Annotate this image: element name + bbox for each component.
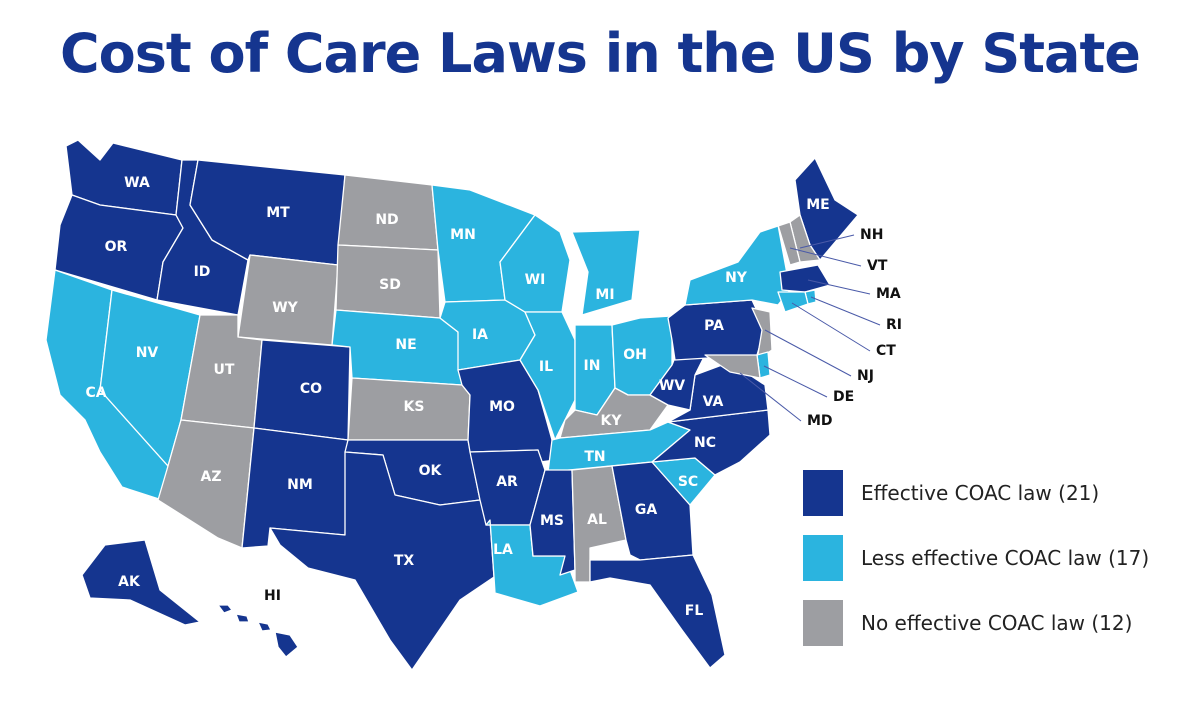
legend-item-none: No effective COAC law (12) bbox=[803, 600, 1149, 646]
state-label-mo: MO bbox=[489, 399, 515, 415]
state-label-mi: MI bbox=[595, 287, 614, 303]
state-label-id: ID bbox=[194, 264, 211, 280]
leader-line-nh bbox=[799, 234, 855, 249]
state-label-vt: VT bbox=[867, 258, 888, 274]
state-label-wa: WA bbox=[124, 175, 150, 191]
state-tx bbox=[269, 451, 495, 671]
state-label-nd: ND bbox=[375, 212, 398, 228]
leader-line-ri bbox=[810, 296, 881, 326]
state-label-oh: OH bbox=[623, 347, 647, 363]
state-label-me: ME bbox=[806, 197, 830, 213]
state-wv bbox=[649, 344, 706, 411]
legend-item-effective: Effective COAC law (21) bbox=[803, 470, 1149, 516]
state-label-nm: NM bbox=[287, 477, 313, 493]
leader-line-ct bbox=[791, 302, 871, 352]
state-il bbox=[519, 311, 576, 441]
state-hi bbox=[217, 604, 299, 658]
state-label-co: CO bbox=[300, 381, 322, 397]
state-label-sc: SC bbox=[678, 474, 698, 490]
legend-swatch-effective bbox=[803, 470, 843, 516]
state-label-ms: MS bbox=[540, 513, 564, 529]
state-label-ga: GA bbox=[635, 502, 657, 518]
state-label-de: DE bbox=[833, 389, 854, 405]
state-label-ca: CA bbox=[85, 385, 106, 401]
state-ak bbox=[81, 539, 201, 626]
state-label-in: IN bbox=[584, 358, 601, 374]
state-label-sd: SD bbox=[379, 277, 401, 293]
state-label-wi: WI bbox=[525, 272, 546, 288]
state-label-mn: MN bbox=[450, 227, 476, 243]
state-label-ny: NY bbox=[725, 270, 748, 286]
state-label-ri: RI bbox=[886, 317, 902, 333]
state-label-ak: AK bbox=[118, 574, 141, 590]
state-label-az: AZ bbox=[201, 469, 222, 485]
leader-line-vt bbox=[789, 247, 862, 267]
legend-swatch-less-effective bbox=[803, 535, 843, 581]
state-label-ma: MA bbox=[876, 286, 901, 302]
leader-line-ma bbox=[807, 279, 871, 295]
state-label-wv: WV bbox=[659, 378, 685, 394]
state-ct bbox=[777, 291, 809, 313]
leader-line-md bbox=[739, 372, 802, 422]
state-fl bbox=[589, 554, 726, 669]
state-nc bbox=[651, 409, 771, 476]
leader-line-nj bbox=[764, 329, 852, 377]
state-ny bbox=[684, 224, 791, 306]
state-label-pa: PA bbox=[704, 318, 724, 334]
state-label-ok: OK bbox=[419, 463, 443, 479]
state-label-mt: MT bbox=[266, 205, 290, 221]
state-md bbox=[704, 354, 761, 379]
legend-swatch-none bbox=[803, 600, 843, 646]
state-label-tx: TX bbox=[394, 553, 415, 569]
legend-item-less-effective: Less effective COAC law (17) bbox=[803, 535, 1149, 581]
state-label-md: MD bbox=[807, 413, 833, 429]
state-label-al: AL bbox=[587, 512, 607, 528]
state-label-ks: KS bbox=[404, 399, 425, 415]
state-ma bbox=[779, 264, 831, 293]
state-label-hi: HI bbox=[264, 588, 281, 604]
state-label-nc: NC bbox=[694, 435, 716, 451]
leader-line-de bbox=[763, 365, 828, 398]
legend-label-less-effective: Less effective COAC law (17) bbox=[861, 546, 1150, 570]
state-label-wy: WY bbox=[272, 300, 298, 316]
state-label-ct: CT bbox=[876, 343, 896, 359]
state-label-tn: TN bbox=[584, 449, 605, 465]
state-wi bbox=[499, 214, 571, 313]
state-label-va: VA bbox=[703, 394, 724, 410]
state-label-ut: UT bbox=[214, 362, 235, 378]
state-label-la: LA bbox=[493, 542, 513, 558]
state-label-nv: NV bbox=[136, 345, 159, 361]
state-label-ia: IA bbox=[472, 327, 488, 343]
state-label-ky: KY bbox=[601, 413, 623, 429]
state-label-nj: NJ bbox=[857, 368, 874, 384]
state-vt bbox=[759, 221, 801, 266]
legend-label-none: No effective COAC law (12) bbox=[861, 611, 1133, 635]
legend: Effective COAC law (21) Less effective C… bbox=[803, 470, 1149, 665]
state-label-fl: FL bbox=[685, 603, 704, 619]
state-mi bbox=[571, 229, 641, 316]
map-title: Cost of Care Laws in the US by State bbox=[60, 22, 1141, 85]
state-label-ar: AR bbox=[496, 474, 518, 490]
state-label-il: IL bbox=[539, 359, 553, 375]
state-label-ne: NE bbox=[395, 337, 416, 353]
state-label-or: OR bbox=[105, 239, 128, 255]
legend-label-effective: Effective COAC law (21) bbox=[861, 481, 1100, 505]
state-label-nh: NH bbox=[860, 227, 883, 243]
